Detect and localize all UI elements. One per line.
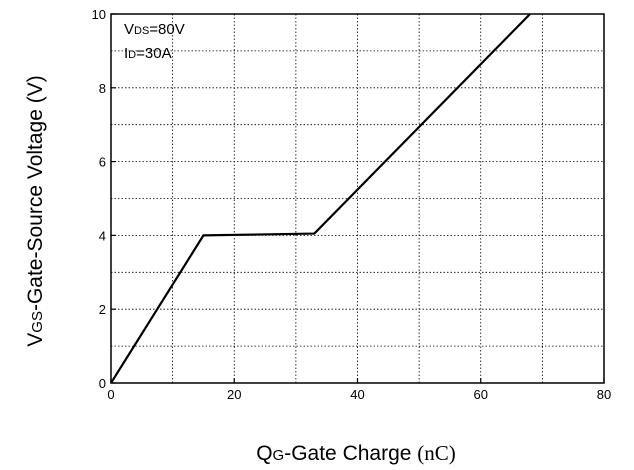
grid-lines — [111, 14, 604, 383]
y-tick-label-0: 0 — [99, 376, 106, 391]
y-tick-label-4: 8 — [99, 81, 106, 96]
axis-ticks: 0 20 40 60 80 0 2 4 6 8 10 — [92, 7, 612, 402]
y-tick-label-5: 10 — [92, 7, 106, 22]
x-tick-label-3: 60 — [474, 387, 488, 402]
series-layer — [111, 14, 530, 383]
y-axis-label: VGS-Gate-Source Voltage (V) — [24, 75, 47, 346]
x-axis-label: QG-Gate Charge (nC) — [256, 441, 456, 465]
x-tick-label-0: 0 — [107, 387, 114, 402]
y-tick-label-2: 4 — [99, 228, 106, 243]
annotation-id: ID=30A — [124, 45, 172, 62]
series-line-0 — [111, 14, 530, 383]
y-tick-label-3: 6 — [99, 155, 106, 170]
x-tick-label-4: 80 — [597, 387, 611, 402]
x-tick-label-1: 20 — [227, 387, 241, 402]
x-tick-label-2: 40 — [350, 387, 364, 402]
annotation-vds: VDS=80V — [124, 21, 185, 38]
y-tick-label-1: 2 — [99, 302, 106, 317]
